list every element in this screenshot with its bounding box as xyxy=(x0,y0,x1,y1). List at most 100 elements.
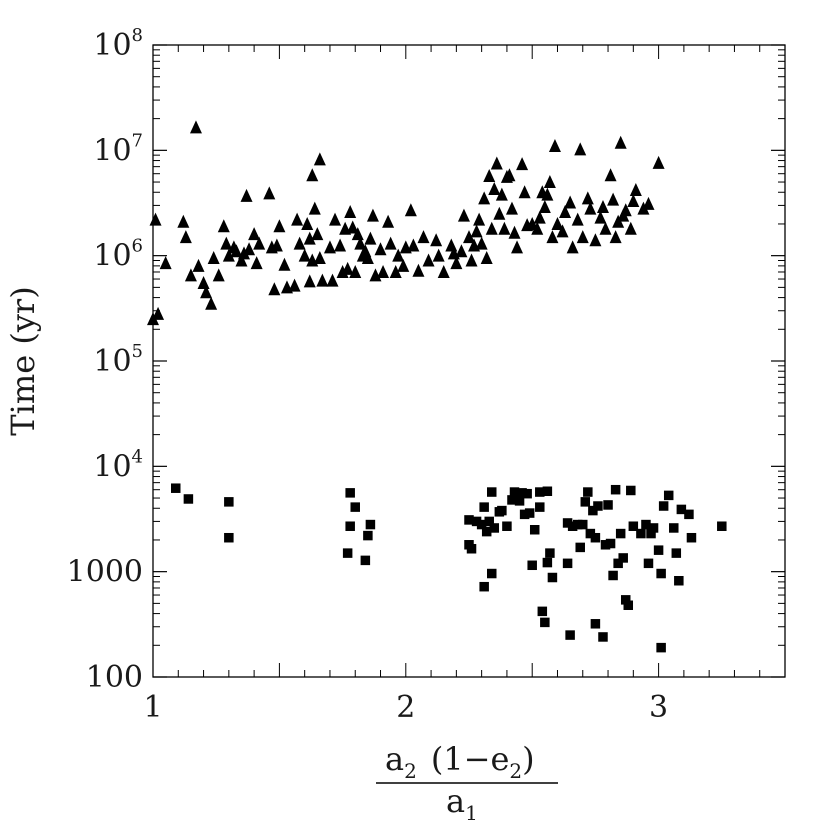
square-point xyxy=(535,502,545,512)
triangle-point xyxy=(374,242,387,256)
square-point xyxy=(540,617,550,628)
triangle-point xyxy=(505,201,518,215)
triangle-point xyxy=(326,273,339,287)
triangle-point xyxy=(341,261,354,275)
triangle-point xyxy=(609,230,622,244)
square-point xyxy=(641,519,651,530)
square-point xyxy=(529,525,540,535)
triangle-point xyxy=(556,224,569,238)
triangle-point xyxy=(566,240,579,254)
square-point xyxy=(545,548,555,558)
triangle-point xyxy=(642,196,655,210)
triangle-point xyxy=(298,248,311,262)
triangle-point xyxy=(313,152,326,166)
triangle-point xyxy=(483,169,496,183)
triangle-point xyxy=(238,246,251,260)
square-point xyxy=(600,540,611,550)
triangle-point xyxy=(465,253,478,267)
triangle-point xyxy=(349,264,362,278)
x-axis-label: a2 (1−e2) a1 xyxy=(376,740,558,825)
triangle-point xyxy=(306,168,319,182)
triangle-point xyxy=(248,227,261,241)
square-point xyxy=(489,523,500,533)
data-marks xyxy=(147,120,727,653)
square-point xyxy=(487,487,497,497)
triangle-point xyxy=(432,248,445,262)
square-point xyxy=(686,532,697,543)
triangle-point xyxy=(303,231,316,245)
triangle-point xyxy=(533,210,546,224)
y-tick-label: 107 xyxy=(93,130,143,168)
minor-ticks xyxy=(152,45,786,677)
triangle-point xyxy=(235,253,248,267)
y-tick-label: 106 xyxy=(93,236,143,274)
triangle-point xyxy=(490,156,503,170)
triangle-point xyxy=(473,212,486,226)
triangle-point xyxy=(177,214,190,228)
square-point xyxy=(610,484,621,495)
triangle-point xyxy=(197,276,210,290)
square-point xyxy=(656,642,666,653)
square-point xyxy=(623,600,634,610)
square-point xyxy=(479,581,489,592)
triangle-point xyxy=(574,142,587,156)
square-point xyxy=(537,606,548,617)
square-point xyxy=(509,487,520,497)
square-point xyxy=(613,558,623,569)
square-point xyxy=(590,532,601,543)
square-point xyxy=(562,518,573,528)
triangle-point xyxy=(179,230,192,244)
square-point xyxy=(565,630,575,640)
triangle-point xyxy=(470,224,483,238)
plot-frame xyxy=(152,44,786,678)
square-point xyxy=(350,502,360,512)
triangle-point xyxy=(546,230,559,244)
triangle-point xyxy=(455,244,468,258)
triangle-point xyxy=(205,296,218,310)
square-point xyxy=(605,538,616,549)
triangle-point xyxy=(511,240,524,254)
square-point xyxy=(608,570,618,581)
square-point xyxy=(479,502,489,512)
x-tick-labels: 1 2 3 xyxy=(143,690,668,725)
square-point xyxy=(676,504,687,515)
triangle-point xyxy=(614,135,627,149)
triangle-point xyxy=(392,248,405,262)
triangle-point xyxy=(278,257,291,271)
triangle-point xyxy=(417,230,430,244)
triangle-point xyxy=(463,230,475,244)
triangle-point xyxy=(596,199,609,213)
square-point xyxy=(646,528,656,539)
triangle-point xyxy=(311,227,324,241)
triangle-point xyxy=(498,221,511,235)
square-point xyxy=(658,501,669,511)
square-point xyxy=(626,485,636,496)
square-point xyxy=(578,519,588,530)
triangle-point xyxy=(270,238,283,252)
triangle-point xyxy=(159,256,172,270)
square-point xyxy=(345,488,355,498)
square-point xyxy=(572,519,583,530)
triangle-point xyxy=(488,181,501,195)
triangle-point xyxy=(450,256,463,270)
triangle-point xyxy=(220,236,233,250)
square-point xyxy=(636,528,646,539)
triangle-point xyxy=(445,238,458,252)
square-point xyxy=(656,568,666,579)
square-point xyxy=(674,575,684,586)
square-point xyxy=(684,509,694,520)
square-point xyxy=(567,521,578,531)
square-point xyxy=(342,548,353,558)
x-label-numerator: a2 (1−e2) xyxy=(385,740,535,783)
square-point xyxy=(590,619,601,629)
square-point xyxy=(517,488,527,498)
square-point xyxy=(585,528,596,539)
square-point xyxy=(527,560,537,571)
square-point xyxy=(487,568,497,579)
square-point xyxy=(224,532,234,543)
triangle-point xyxy=(541,187,554,201)
square-point xyxy=(171,483,181,493)
x-tick-label: 3 xyxy=(649,690,668,725)
square-point xyxy=(345,521,355,531)
